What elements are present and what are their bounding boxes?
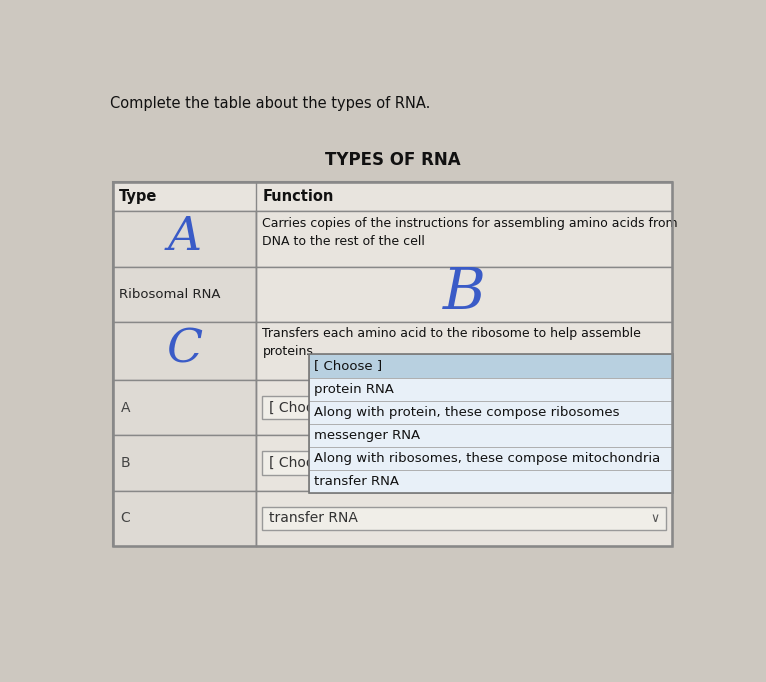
Bar bbox=[256, 211, 673, 267]
Text: Type: Type bbox=[119, 189, 157, 204]
Text: [ Choose ]: [ Choose ] bbox=[269, 400, 339, 415]
Text: protein RNA: protein RNA bbox=[314, 383, 394, 396]
Bar bbox=[263, 507, 666, 530]
Bar bbox=[113, 322, 256, 380]
Bar bbox=[113, 182, 673, 211]
Bar bbox=[263, 451, 666, 475]
Text: A: A bbox=[168, 215, 201, 260]
Text: ∨: ∨ bbox=[651, 401, 660, 414]
Bar bbox=[309, 470, 673, 493]
Bar bbox=[309, 447, 673, 470]
Bar bbox=[309, 355, 673, 493]
Bar bbox=[113, 267, 256, 322]
Text: [ Choose ]: [ Choose ] bbox=[314, 359, 382, 372]
Text: C: C bbox=[120, 512, 130, 525]
Bar bbox=[309, 378, 673, 400]
Bar bbox=[113, 491, 256, 546]
Text: ∨: ∨ bbox=[651, 512, 660, 525]
Bar bbox=[113, 182, 673, 546]
Bar bbox=[256, 267, 673, 322]
Bar bbox=[113, 182, 673, 546]
Text: A: A bbox=[120, 400, 130, 415]
Text: C: C bbox=[166, 327, 202, 372]
Bar bbox=[256, 435, 673, 491]
Text: [ Choose ]: [ Choose ] bbox=[269, 456, 339, 470]
Text: messenger RNA: messenger RNA bbox=[314, 429, 421, 442]
Text: B: B bbox=[120, 456, 130, 470]
Bar bbox=[113, 211, 256, 267]
Bar bbox=[256, 380, 673, 435]
Bar bbox=[256, 491, 673, 546]
Bar bbox=[113, 380, 256, 435]
Text: Function: Function bbox=[263, 189, 334, 204]
Text: transfer RNA: transfer RNA bbox=[314, 475, 399, 488]
Bar bbox=[309, 400, 673, 424]
Text: B: B bbox=[443, 265, 486, 321]
Text: Complete the table about the types of RNA.: Complete the table about the types of RN… bbox=[110, 95, 430, 110]
Bar bbox=[256, 322, 673, 380]
Bar bbox=[309, 355, 673, 378]
Text: transfer RNA: transfer RNA bbox=[269, 512, 358, 525]
Bar bbox=[113, 435, 256, 491]
Text: Transfers each amino acid to the ribosome to help assemble
proteins: Transfers each amino acid to the ribosom… bbox=[263, 327, 641, 359]
Text: Along with ribosomes, these compose mitochondria: Along with ribosomes, these compose mito… bbox=[314, 452, 660, 465]
Bar bbox=[309, 424, 673, 447]
Text: ∨: ∨ bbox=[651, 456, 660, 469]
Text: TYPES OF RNA: TYPES OF RNA bbox=[325, 151, 460, 169]
Text: Along with protein, these compose ribosomes: Along with protein, these compose riboso… bbox=[314, 406, 620, 419]
Text: Carries copies of the instructions for assembling amino acids from
DNA to the re: Carries copies of the instructions for a… bbox=[263, 217, 678, 248]
Text: Ribosomal RNA: Ribosomal RNA bbox=[119, 288, 221, 301]
Bar bbox=[263, 396, 666, 419]
